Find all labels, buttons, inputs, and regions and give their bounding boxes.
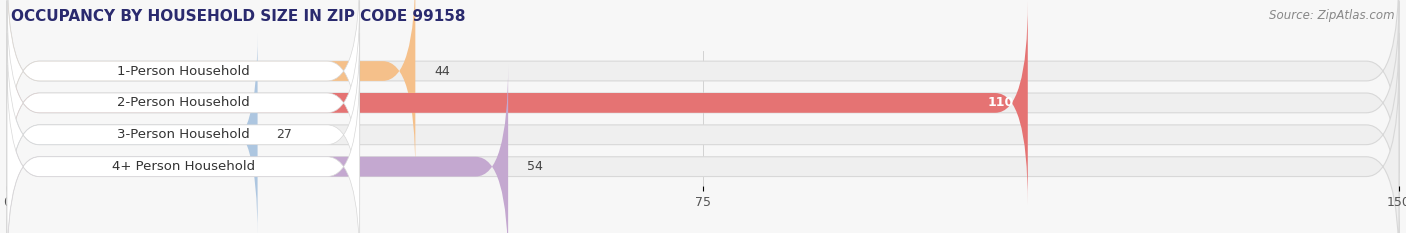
- FancyBboxPatch shape: [7, 65, 1399, 233]
- Text: 110: 110: [987, 96, 1014, 110]
- Text: 44: 44: [434, 65, 450, 78]
- FancyBboxPatch shape: [7, 33, 1399, 233]
- FancyBboxPatch shape: [7, 1, 1399, 205]
- FancyBboxPatch shape: [7, 33, 360, 233]
- FancyBboxPatch shape: [7, 65, 508, 233]
- FancyBboxPatch shape: [7, 0, 415, 173]
- FancyBboxPatch shape: [7, 33, 257, 233]
- Text: 1-Person Household: 1-Person Household: [117, 65, 250, 78]
- Text: Source: ZipAtlas.com: Source: ZipAtlas.com: [1270, 9, 1395, 22]
- Text: OCCUPANCY BY HOUSEHOLD SIZE IN ZIP CODE 99158: OCCUPANCY BY HOUSEHOLD SIZE IN ZIP CODE …: [11, 9, 465, 24]
- FancyBboxPatch shape: [7, 65, 360, 233]
- FancyBboxPatch shape: [7, 0, 1399, 173]
- FancyBboxPatch shape: [7, 1, 1028, 205]
- Text: 4+ Person Household: 4+ Person Household: [112, 160, 254, 173]
- Text: 27: 27: [276, 128, 292, 141]
- Text: 3-Person Household: 3-Person Household: [117, 128, 250, 141]
- Text: 54: 54: [527, 160, 543, 173]
- Text: 2-Person Household: 2-Person Household: [117, 96, 250, 110]
- FancyBboxPatch shape: [7, 1, 360, 205]
- FancyBboxPatch shape: [7, 0, 360, 173]
